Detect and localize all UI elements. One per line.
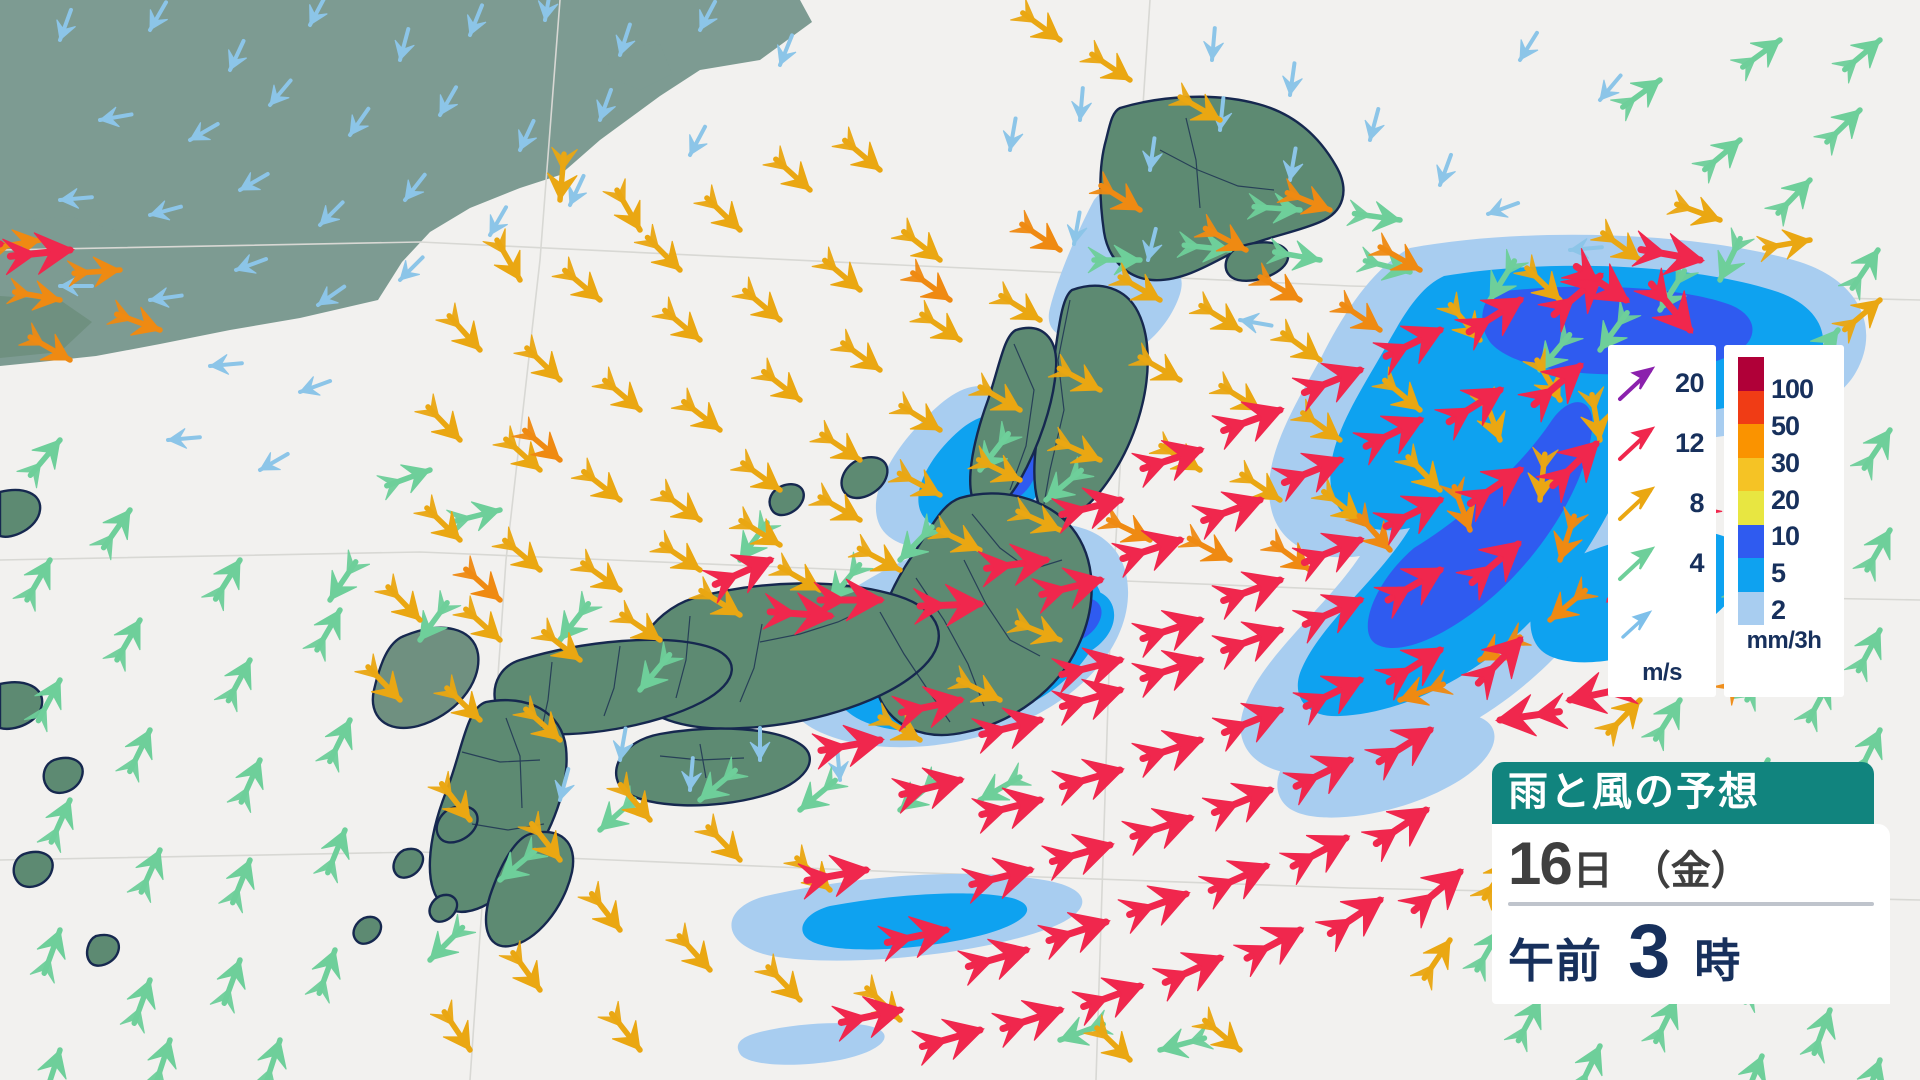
wind-legend-label: 12 bbox=[1674, 427, 1705, 458]
precip-tick: 100 bbox=[1771, 373, 1814, 404]
legend-container: 20 12 8 bbox=[1608, 345, 1844, 697]
panel-divider bbox=[1508, 902, 1874, 906]
wind-legend-label: 8 bbox=[1689, 487, 1704, 518]
precip-tick: 50 bbox=[1771, 410, 1800, 441]
wind-arrow-icon bbox=[1618, 366, 1656, 401]
precip-swatch-10 bbox=[1738, 491, 1764, 525]
wind-legend-row: 12 bbox=[1616, 417, 1708, 469]
forecast-info-panel: 雨と風の予想 16 日 （金） 午前 3 時 bbox=[1492, 762, 1920, 1004]
forecast-day-unit: 日 bbox=[1572, 849, 1613, 893]
precip-swatch-20 bbox=[1738, 457, 1764, 491]
wind-legend-row: 20 bbox=[1616, 357, 1708, 409]
forecast-day-number: 16 bbox=[1508, 830, 1573, 897]
forecast-ampm: 午前 bbox=[1508, 935, 1602, 987]
panel-title: 雨と風の予想 bbox=[1492, 762, 1874, 824]
forecast-hour: 3 bbox=[1628, 909, 1670, 994]
japan-islands bbox=[0, 95, 1345, 967]
precip-tick-labels: 100 50 30 20 10 5 2 bbox=[1768, 357, 1830, 625]
precip-swatch-5 bbox=[1738, 524, 1764, 558]
wind-arrow-icon bbox=[1621, 610, 1653, 639]
precip-swatch-30 bbox=[1738, 424, 1764, 458]
forecast-time: 午前 3 時 bbox=[1508, 914, 1874, 998]
precip-swatch-50 bbox=[1738, 390, 1764, 424]
forecast-day-of-week: （金） bbox=[1630, 849, 1751, 893]
wind-legend-row: 8 bbox=[1616, 477, 1708, 529]
wind-arrow-icon bbox=[1618, 486, 1656, 521]
precip-tick: 20 bbox=[1771, 484, 1800, 515]
precip-swatch-100 bbox=[1738, 357, 1764, 391]
wind-legend-row bbox=[1616, 597, 1708, 649]
precip-tick: 30 bbox=[1771, 447, 1800, 478]
wind-group-crimson-strong bbox=[0, 223, 1724, 1069]
wind-legend-unit: m/s bbox=[1642, 659, 1682, 686]
wind-arrow-icon bbox=[1618, 546, 1656, 581]
wind-legend-label: 4 bbox=[1689, 547, 1704, 578]
wind-group-orange bbox=[0, 170, 1811, 714]
precip-colorbar-body: 100 50 30 20 10 5 2 bbox=[1732, 357, 1836, 625]
precip-swatch-trace bbox=[1738, 591, 1764, 625]
wind-arrow-icon bbox=[1618, 426, 1656, 461]
precip-tick: 10 bbox=[1771, 521, 1800, 552]
panel-body: 16 日 （金） 午前 3 時 bbox=[1492, 824, 1890, 1004]
precip-tick: 5 bbox=[1771, 558, 1786, 589]
forecast-hour-unit: 時 bbox=[1694, 935, 1741, 987]
prefecture-boundaries bbox=[461, 117, 1275, 831]
precip-colorbar bbox=[1738, 357, 1764, 625]
precipitation-legend: 100 50 30 20 10 5 2 mm/3h bbox=[1724, 345, 1844, 697]
wind-speed-legend: 20 12 8 bbox=[1608, 345, 1716, 697]
precip-swatch-2 bbox=[1738, 558, 1764, 592]
precip-tick: 2 bbox=[1771, 595, 1786, 626]
wind-legend-row: 4 bbox=[1616, 537, 1708, 589]
wind-legend-label: 20 bbox=[1674, 367, 1705, 398]
forecast-date: 16 日 （金） bbox=[1508, 834, 1874, 900]
precip-legend-unit: mm/3h bbox=[1746, 627, 1822, 654]
